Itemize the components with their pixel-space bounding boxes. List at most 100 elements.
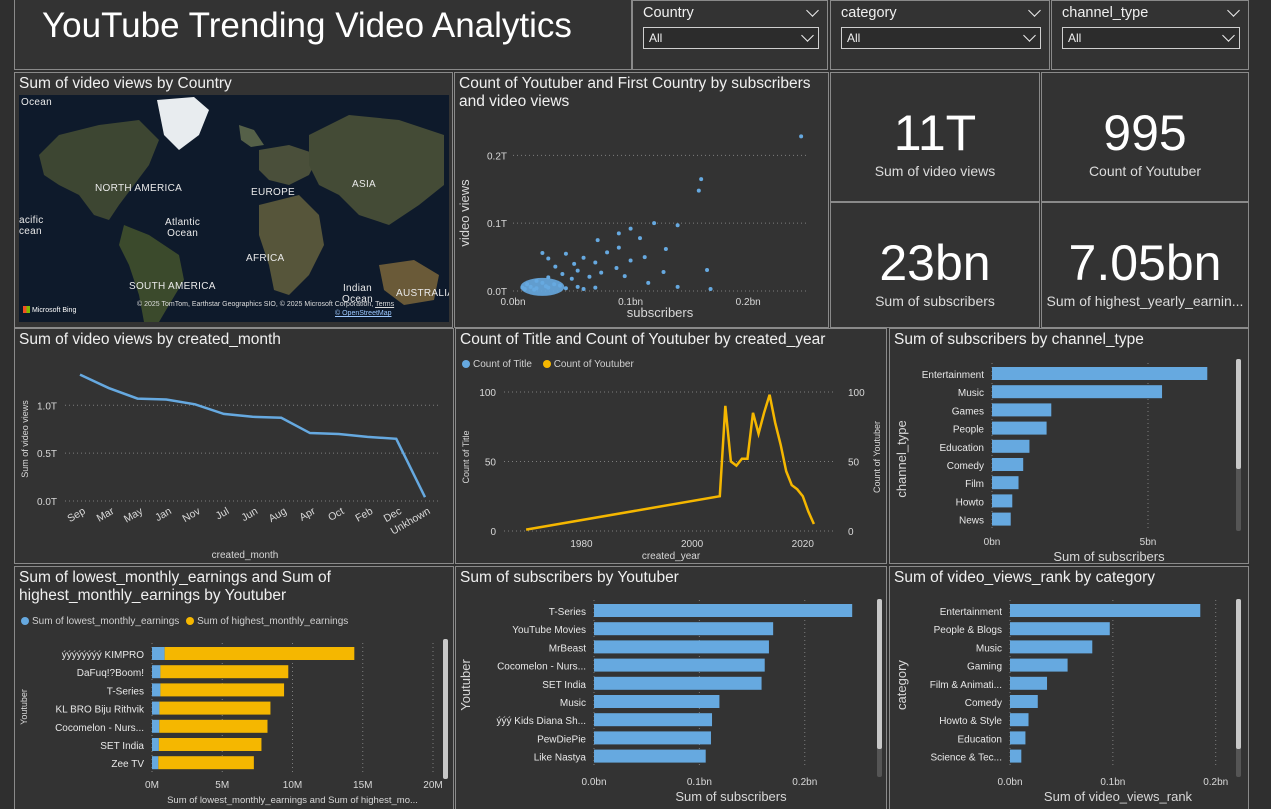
bar-segment [160,665,289,679]
bar [1010,749,1022,763]
x-tick-label: Feb [353,505,375,525]
category-bar-title: Sum of video_views_rank by category [894,569,1156,586]
bar [992,476,1019,490]
chevron-down-icon[interactable] [1028,4,1041,17]
y-left-tick-label: 0 [490,527,496,538]
channel-type-slicer[interactable]: channel_type All [1051,0,1249,70]
bar [594,713,713,727]
scrollbar-thumb[interactable] [1236,599,1241,749]
category-slicer-label: category [841,5,897,21]
legend-dot [542,360,551,368]
chevron-down-icon [801,29,814,42]
earnings-bar-chart[interactable]: 0M 5M 10M 15M 20M ýýýýýýýý KIMPRO DaFuq!?Boom!… [15,567,453,809]
y-tick-label: 0.2T [487,151,507,162]
scatter-point [546,275,551,280]
bar-segment [152,665,161,679]
category-label: PewDiePie [537,734,586,745]
youtuber-bar-panel[interactable]: Sum of subscribers by Youtuber 0.0bn 0.1b… [455,566,887,809]
channel-type-bar-panel[interactable]: Sum of subscribers by channel_type 0bn 5b… [889,328,1249,564]
x-tick-label: 5M [215,780,229,791]
month-line-chart[interactable]: 0.0T 0.5T 1.0T Sep Mar May Jan Nov Jul Jun Aug Apr O… [15,329,453,563]
map-terms-link[interactable]: Terms [375,301,395,308]
y-right-tick-label: 100 [848,388,865,399]
channel-type-bar-title: Sum of subscribers by channel_type [894,331,1144,348]
scatter-title: Count of Youtuber and First Country by s… [459,75,811,110]
bar [1010,604,1201,617]
x-axis-label: created_year [642,551,701,562]
category-label: Cocomelon - Nurs... [55,723,144,734]
bar-segment [159,719,268,733]
chevron-down-icon[interactable] [1227,4,1240,17]
bar-segment [152,738,159,751]
category-label: People [953,425,985,436]
category-slicer[interactable]: category All [830,0,1050,70]
scrollbar-thumb[interactable] [1236,359,1241,469]
category-bar-chart[interactable]: 0.0bn 0.1bn 0.2bn Entertainment People & Blo… [890,567,1248,809]
map-graphic [19,95,449,322]
map-label-europe: EUROPE [251,187,296,198]
y-right-axis-label: Count of Youtuber [872,421,882,493]
kpi-label: Sum of highest_yearly_earnin... [1046,293,1244,309]
y-axis-label: video views [457,179,472,247]
scatter-point [587,274,592,279]
bing-logo: Microsoft Bing [23,306,76,314]
map-label-north-america: NORTH AMERICA [95,183,183,194]
bar [594,604,853,617]
youtuber-bar-chart[interactable]: 0.0bn 0.1bn 0.2bn T-Series YouTube Movies MrB… [456,567,886,809]
bar [1010,640,1093,654]
bar-segment [160,683,285,697]
category-bar-panel[interactable]: Sum of video_views_rank by category 0.0b… [889,566,1249,809]
category-dropdown[interactable]: All [841,27,1041,49]
category-label: Howto [956,497,985,508]
x-tick-label: Apr [297,505,318,524]
bar [594,676,762,690]
legend-dot [186,617,195,625]
scatter-chart[interactable]: 0.0T 0.1T 0.2T 0.0bn 0.1bn 0.2bn subscribers vi… [455,73,828,327]
channel-type-bar-chart[interactable]: 0bn 5bn Entertainment Music Games People Educa… [890,329,1248,563]
earnings-legend: Sum of lowest_monthly_earnings Sum of hi… [21,616,348,627]
map-label-australia: AUSTRALIA [396,288,449,299]
scatter-point [705,267,710,272]
scatter-point [540,280,545,285]
x-tick-label: 5bn [1140,537,1157,548]
scatter-point [558,283,563,288]
scrollbar-thumb[interactable] [877,599,882,749]
map-label-pacific: acific cean [19,215,44,237]
year-line-panel[interactable]: Count of Title and Count of Youtuber by … [455,328,887,564]
earnings-bar-panel[interactable]: Sum of lowest_monthly_earnings and Sum o… [14,566,454,809]
scatter-point [675,223,680,228]
scatter-point [646,280,651,285]
kpi-youtuber-count: 995 Count of Youtuber [1041,72,1249,202]
category-label: Howto & Style [939,716,1002,727]
x-tick-label: 20M [423,780,442,791]
scatter-point [638,236,643,241]
y-axis-label: channel_type [894,420,909,497]
kpi-value: 23bn [879,235,991,291]
month-line-panel[interactable]: Sum of video views by created_month 0.0T… [14,328,454,564]
series-line [79,373,427,498]
bar-segment [158,738,262,751]
chevron-down-icon[interactable] [806,4,819,17]
world-map[interactable]: Ocean NORTH AMERICA EUROPE ASIA Atlantic… [19,95,449,322]
map-label-south-america: SOUTH AMERICA [129,281,216,292]
vertical-scrollbar[interactable] [443,639,448,779]
bar-segment [152,647,165,660]
category-label: Music [958,388,984,399]
year-line-chart[interactable]: 0 0 50 50 100 100 1980 2000 2020 created_year Coun… [456,329,886,563]
scatter-panel[interactable]: Count of Youtuber and First Country by s… [454,72,829,328]
scatter-point [532,287,537,292]
x-tick-label: Oct [326,505,346,524]
category-label: Education [940,443,984,454]
legend-dot [462,360,470,368]
osm-link[interactable]: © OpenStreetMap [335,310,392,317]
category-label: News [959,516,984,527]
y-right-tick-label: 0 [848,527,854,538]
channel-type-dropdown-value: All [1068,31,1082,45]
x-tick-label: 0.1bn [1100,777,1125,788]
x-tick-label: 0.2bn [736,297,761,308]
channel-type-dropdown[interactable]: All [1062,27,1240,49]
country-dropdown[interactable]: All [643,27,819,49]
country-slicer[interactable]: Country All [632,0,828,70]
scatter-point [605,250,610,255]
map-panel[interactable]: Sum of video views by Country Ocean NORT… [14,72,453,328]
